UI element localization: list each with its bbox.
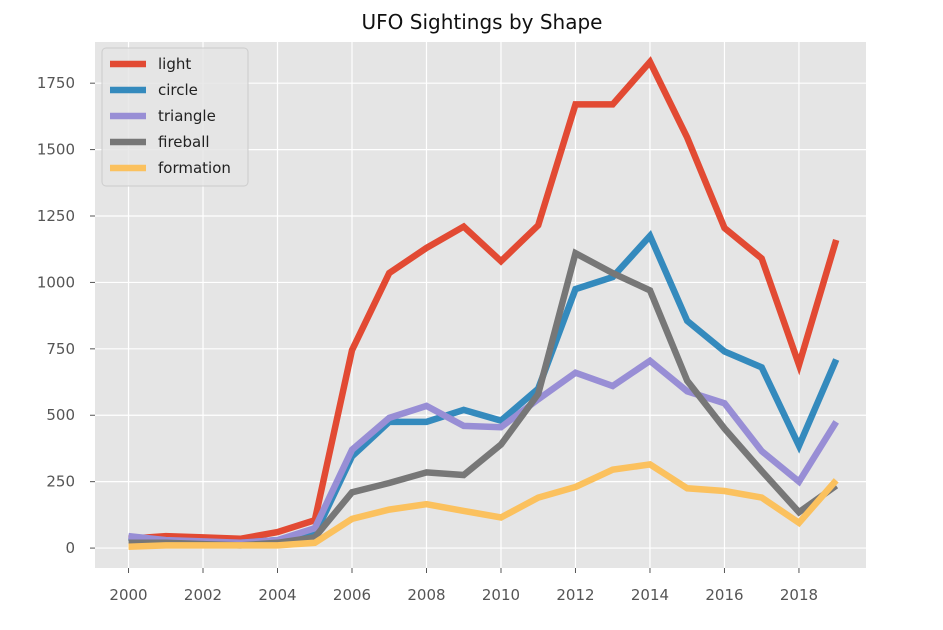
x-tick-label: 2010 [482,586,520,604]
x-tick-label: 2018 [780,586,818,604]
legend-label-light: light [158,55,191,73]
chart-title: UFO Sightings by Shape [362,10,603,34]
x-tick-label: 2016 [705,586,743,604]
series-line-formation [128,461,839,550]
y-tick-label: 500 [46,406,75,424]
x-tick-label: 2004 [258,586,296,604]
legend-label-formation: formation [158,159,231,177]
legend-label-fireball: fireball [158,133,210,151]
legend-box [101,47,249,187]
y-tick-label: 0 [65,539,75,557]
y-tick-label: 1500 [37,141,75,159]
y-tick-label: 1000 [37,273,75,291]
x-tick-label: 2006 [333,586,371,604]
y-tick-label: 750 [46,340,75,358]
x-tick-label: 2002 [184,586,222,604]
legend-label-circle: circle [158,81,198,99]
x-tick-label: 2008 [407,586,445,604]
y-tick-label: 250 [46,473,75,491]
y-tick-label: 1250 [37,207,75,225]
x-axis-ticks: 2000 2002 2004 2006 2008 2010 2012 2014 2016 2018 [109,568,818,604]
series-lines [128,56,840,550]
legend: light circle triangle fireball formation [101,47,249,187]
series-line-light [128,56,840,543]
x-tick-label: 2012 [556,586,594,604]
x-tick-label: 2000 [109,586,147,604]
legend-label-triangle: triangle [158,107,216,125]
y-axis-ticks: 0 250 500 750 1000 1250 1500 1750 [37,74,95,557]
x-tick-label: 2014 [631,586,669,604]
grid-lines [95,42,866,568]
y-tick-label: 1750 [37,74,75,92]
